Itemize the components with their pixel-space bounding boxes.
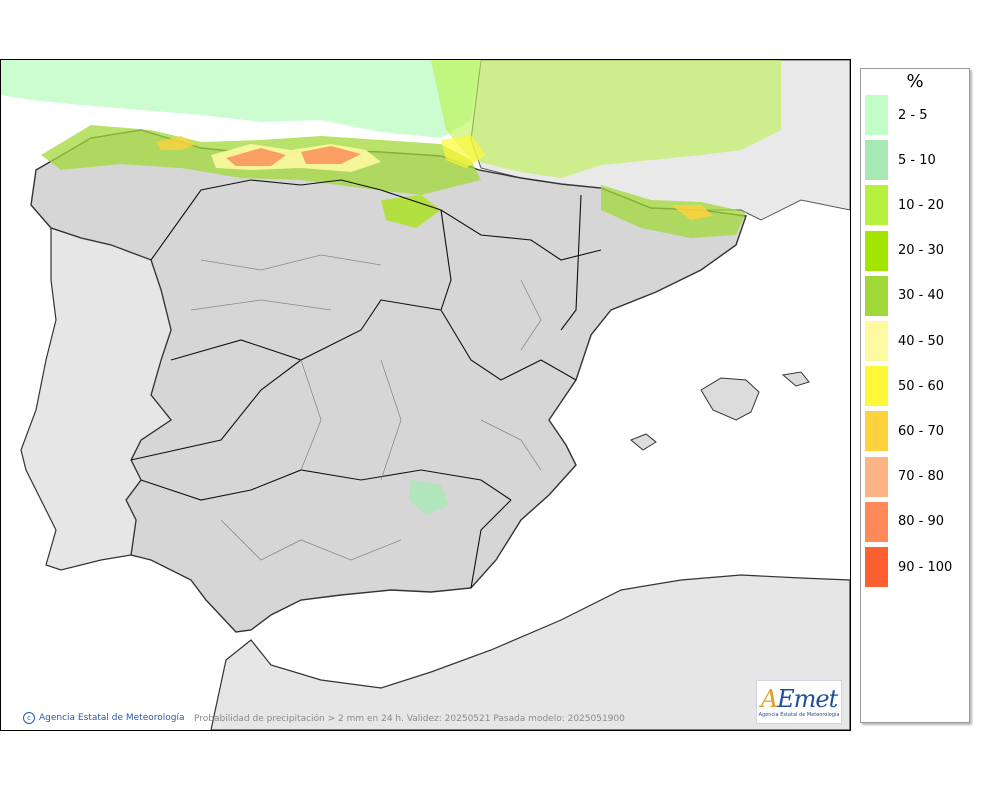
legend-swatch (865, 321, 888, 361)
region-borders (130, 179, 602, 589)
legend-label: 2 - 5 (898, 107, 928, 123)
copyright-icon: c (23, 712, 35, 724)
legend-class: 90 - 100 (865, 547, 952, 587)
legend-class: 60 - 70 (865, 411, 945, 452)
aemet-credit: c Agencia Estatal de Meteorología (23, 712, 185, 724)
legend-class: 50 - 60 (865, 366, 945, 407)
legend-swatch (865, 547, 888, 587)
legend-class: 20 - 30 (865, 230, 945, 271)
legend-swatch (865, 366, 888, 407)
precipitation-probability-map: c Agencia Estatal de Meteorología Probab… (0, 59, 851, 731)
menorca (781, 371, 810, 387)
legend-class: 5 - 10 (865, 140, 936, 181)
legend-class: 2 - 5 (865, 95, 928, 135)
legend: % 2 - 5 5 - 10 10 - 20 20 - 30 30 - 40 40 - 5… (860, 68, 970, 723)
africa-landmass (210, 574, 850, 730)
legend-swatch (865, 140, 888, 181)
legend-swatch (865, 275, 888, 316)
legend-label: 40 - 50 (898, 333, 945, 349)
portugal-landmass (20, 227, 172, 571)
ibiza (630, 433, 657, 451)
map-canvas (1, 60, 850, 730)
legend-class: 70 - 80 (865, 456, 945, 497)
precipitation-shading (1, 60, 781, 515)
map-caption: Probabilidad de precipitación > 2 mm en … (194, 714, 625, 724)
legend-label: 10 - 20 (898, 197, 945, 213)
legend-class: 10 - 20 (865, 185, 945, 226)
legend-label: 50 - 60 (898, 378, 945, 394)
legend-label: 20 - 30 (898, 243, 945, 259)
province-borders (190, 254, 542, 561)
credit-text: Agencia Estatal de Meteorología (39, 713, 185, 723)
legend-class: 40 - 50 (865, 321, 944, 361)
legend-label: 90 - 100 (898, 559, 953, 575)
legend-swatch (865, 230, 888, 271)
legend-label: 5 - 10 (898, 152, 936, 168)
legend-title: % (906, 71, 924, 92)
legend-label: 80 - 90 (898, 514, 945, 530)
legend-label: 60 - 70 (898, 423, 945, 439)
legend-label: 70 - 80 (898, 469, 945, 485)
aemet-logo: AEmet Agencia Estatal de Meteorología (756, 680, 842, 724)
legend-swatch (865, 456, 888, 497)
legend-label: 30 - 40 (898, 288, 945, 304)
legend-swatch (865, 95, 888, 135)
mallorca (700, 377, 760, 421)
logo-subtitle: Agencia Estatal de Meteorología (758, 711, 840, 718)
legend-swatch (865, 411, 888, 452)
logo-wordmark: AEmet (760, 684, 838, 713)
legend-swatch (865, 501, 888, 542)
legend-class: 30 - 40 (865, 275, 945, 316)
legend-class: 80 - 90 (865, 501, 945, 542)
legend-swatch (865, 185, 888, 226)
